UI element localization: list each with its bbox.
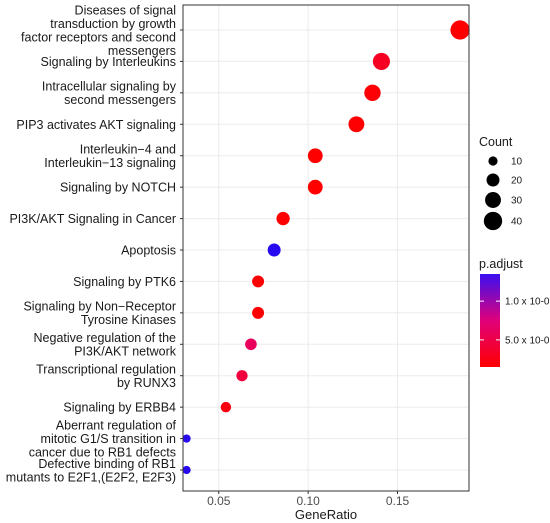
count-legend-label: 40 — [511, 217, 523, 228]
y-tick-label: Negative regulation of the PI3K/AKT netwo… — [34, 331, 177, 359]
y-tick-label: Signaling by Non−Receptor Tyrosine Kinase… — [23, 300, 176, 328]
count-legend-label: 20 — [511, 176, 523, 187]
y-tick-label-line: Signaling by PTK6 — [73, 275, 176, 289]
y-tick-label-line: Intracellular signaling by — [42, 80, 177, 94]
y-tick-label-line: cancer due to RB1 defects — [29, 446, 176, 460]
y-tick-label: PI3K/AKT Signaling in Cancer — [9, 212, 176, 226]
y-axis-labels: Diseases of signal transduction by growth… — [6, 3, 183, 484]
p-adjust-colorbar — [480, 274, 500, 367]
x-axis-title: GeneRatio — [295, 507, 357, 522]
y-tick-label-line: Signaling by Interleukins — [41, 55, 177, 69]
y-tick-label-line: mitotic G1/S transition in — [41, 432, 177, 446]
y-tick-label-line: Signaling by ERBB4 — [63, 401, 176, 415]
data-point — [245, 338, 257, 351]
y-tick-label: Defective binding of RB1 mutants to E2F1,… — [6, 457, 176, 485]
data-point — [252, 275, 265, 288]
y-tick-label: Signaling by Interleukins — [41, 55, 177, 69]
data-point — [220, 401, 232, 413]
y-tick-label: Intracellular signaling by second messeng… — [42, 80, 177, 108]
p-adjust-legend: p.adjust 5.0 x 10-07 1.0 x 10-06 — [479, 257, 550, 367]
y-tick-label: Aberrant regulation of mitotic G1/S trans… — [29, 419, 177, 460]
y-tick-label-line: Signaling by Non−Receptor — [23, 300, 176, 314]
p-adjust-legend-label: 1.0 x 10-06 — [505, 297, 550, 308]
y-tick-label: Diseases of signal transduction by growth… — [21, 3, 176, 58]
y-tick-label-line: by RUNX3 — [117, 376, 176, 390]
data-point — [236, 370, 248, 382]
y-tick-label: Transcriptional regulation by RUNX3 — [36, 362, 176, 390]
count-legend-label: 30 — [511, 196, 523, 207]
data-point — [364, 84, 381, 102]
x-tick-label: 0.15 — [386, 494, 410, 508]
y-tick-label-line: Diseases of signal — [75, 3, 176, 17]
count-legend-dot — [485, 192, 501, 208]
y-tick-label-line: Interleukin−13 signaling — [44, 156, 176, 170]
y-tick-label: Apoptosis — [121, 244, 176, 258]
y-tick-label: Interleukin−4 and Interleukin−13 signalin… — [44, 142, 176, 170]
count-legend-dot — [488, 156, 498, 166]
count-legend-title: Count — [479, 135, 513, 149]
y-tick-label: Signaling by PTK6 — [73, 275, 176, 289]
data-point — [252, 306, 265, 319]
x-axis-ticks: 0.05 0.10 0.15 — [207, 491, 410, 508]
data-points — [182, 20, 470, 475]
count-legend-dot — [486, 173, 500, 187]
count-legend: Count 10 20 30 40 — [479, 135, 523, 231]
y-tick-label-line: Aberrant regulation of — [56, 419, 177, 433]
data-point — [450, 20, 470, 40]
y-tick-label-line: Tyrosine Kinases — [81, 313, 176, 327]
y-tick-label-line: PI3K/AKT network — [74, 345, 177, 359]
panel-border — [182, 4, 470, 492]
x-tick-label: 0.05 — [207, 494, 231, 508]
y-tick-label: PIP3 activates AKT signaling — [16, 118, 176, 132]
y-tick-label-line: transduction by growth — [50, 17, 176, 31]
data-point — [307, 148, 323, 164]
data-point — [372, 52, 390, 71]
x-tick-label: 0.10 — [296, 494, 320, 508]
grid-lines — [183, 5, 469, 491]
p-adjust-legend-title: p.adjust — [479, 257, 523, 271]
y-tick-label-line: Defective binding of RB1 — [38, 457, 176, 471]
y-tick-label-line: factor receptors and second — [21, 30, 176, 44]
p-adjust-legend-label: 5.0 x 10-07 — [505, 335, 550, 346]
data-point — [348, 116, 365, 133]
y-tick-label: Signaling by NOTCH — [60, 181, 176, 195]
count-legend-dot — [483, 211, 503, 231]
y-tick-label-line: messengers — [108, 44, 176, 58]
y-tick-label-line: Interleukin−4 and — [80, 142, 176, 156]
data-point — [276, 211, 290, 226]
y-tick-label-line: Apoptosis — [121, 244, 176, 258]
data-point — [182, 465, 191, 475]
data-point — [307, 179, 323, 195]
y-tick-label-line: PIP3 activates AKT signaling — [16, 118, 176, 132]
y-tick-label: Signaling by ERBB4 — [63, 401, 176, 415]
y-tick-label-line: Signaling by NOTCH — [60, 181, 176, 195]
y-tick-label-line: Negative regulation of the — [34, 331, 177, 345]
data-point — [182, 434, 191, 443]
y-tick-label-line: second messengers — [64, 93, 176, 107]
y-tick-label-line: Transcriptional regulation — [36, 362, 176, 376]
y-tick-label-line: PI3K/AKT Signaling in Cancer — [9, 212, 176, 226]
count-legend-label: 10 — [511, 157, 523, 168]
y-tick-label-line: mutants to E2F1,(E2F2, E2F3) — [6, 470, 176, 484]
data-point — [267, 243, 281, 257]
